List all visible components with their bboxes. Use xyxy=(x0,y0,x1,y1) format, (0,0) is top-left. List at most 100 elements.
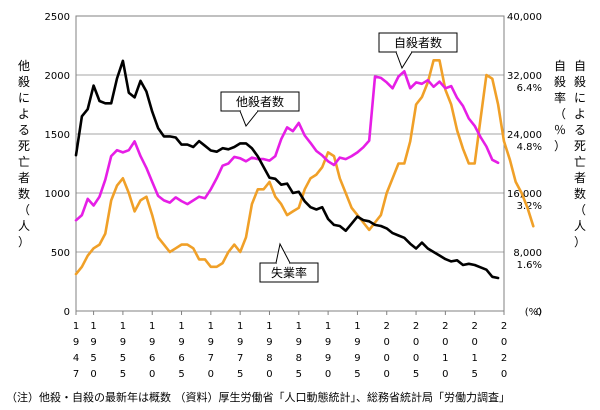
axis-label-char: 死 xyxy=(574,139,586,153)
x-tick-label: 5 xyxy=(237,369,243,380)
right-inner-tick-label: 3.2% xyxy=(517,201,542,212)
left-tick-label: 0 xyxy=(64,307,70,318)
axis-label-char: 率 xyxy=(554,90,566,105)
axis-label-char: 自 xyxy=(554,59,566,73)
axis-label-char: 者 xyxy=(18,171,30,185)
left-tick-label: 2000 xyxy=(45,71,70,82)
series-line-suicide xyxy=(74,70,500,222)
x-tick-label: 0 xyxy=(208,369,214,380)
series-line-homicide xyxy=(74,59,500,280)
x-tick-label: 5 xyxy=(178,369,184,380)
plot-frame xyxy=(75,15,505,312)
right-inner-axis-label: 自殺率 （ ％ ） xyxy=(554,59,566,153)
right-outer-tick-label: 24,000 xyxy=(507,130,542,141)
axis-label-char: 人 xyxy=(574,219,586,233)
axis-label-char: 殺 xyxy=(18,75,30,89)
x-tick-label: 9 xyxy=(120,337,126,348)
x-tick-label: 7 xyxy=(208,353,214,364)
series-lines xyxy=(74,58,535,280)
x-tick-label: 5 xyxy=(90,353,96,364)
x-tick-label: 4 xyxy=(73,353,79,364)
callout-unemployment-label: 失業率 xyxy=(271,265,307,280)
axis-label-char: ） xyxy=(554,139,566,153)
x-tick-label: 1 xyxy=(178,321,184,332)
axis-label-char: 数 xyxy=(18,186,30,201)
right-outer-axis-ticks: 0 8,000 16,000 24,000 32,000 40,000 xyxy=(507,12,542,318)
x-tick-label: 0 xyxy=(384,337,390,348)
axis-label-char: 殺 xyxy=(574,75,586,89)
axis-label-char: 亡 xyxy=(574,155,586,169)
axis-label-char: に xyxy=(18,91,30,105)
axis-label-char: （ xyxy=(574,203,586,217)
axis-label-char: （ xyxy=(554,107,566,121)
series-line-unemployment xyxy=(74,58,535,276)
left-tick-label: 1500 xyxy=(45,130,70,141)
right-inner-tick-label: (%) xyxy=(525,307,542,318)
right-inner-tick-label: 4.8% xyxy=(517,142,542,153)
x-tick-label: 1 xyxy=(471,353,477,364)
x-tick-label: 0 xyxy=(325,369,331,380)
x-tick-label: 0 xyxy=(149,369,155,380)
x-tick-label: 2 xyxy=(442,321,448,332)
x-tick-label: 9 xyxy=(325,353,331,364)
callout-homicide: 他殺者数 xyxy=(220,91,300,127)
x-tick-label: 9 xyxy=(296,337,302,348)
x-tick-label: 5 xyxy=(120,369,126,380)
axis-label-char: る xyxy=(574,123,586,137)
callout-suicide-label: 自殺者数 xyxy=(394,35,442,50)
x-tick-label: 2 xyxy=(501,353,507,364)
x-tick-label: 0 xyxy=(501,337,507,348)
right-inner-axis-ticks: (%) 1.6% 3.2% 4.8% 6.4% xyxy=(517,83,542,318)
axis-label-char: 死 xyxy=(18,139,30,153)
x-tick-label: 5 xyxy=(296,369,302,380)
axis-label-char: に xyxy=(574,91,586,105)
x-tick-label: 0 xyxy=(384,353,390,364)
footnote: （注）他殺・自殺の最新年は概数 （資料）厚生労働省「人口動態統計」、総務省統計局… xyxy=(6,391,510,404)
axis-label-char: 数 xyxy=(574,186,586,201)
axis-label-char: ％ xyxy=(554,123,566,137)
left-tick-label: 2500 xyxy=(45,12,70,23)
x-tick-label: 9 xyxy=(208,337,214,348)
x-tick-label: 0 xyxy=(442,369,448,380)
x-tick-label: 1 xyxy=(90,321,96,332)
axis-label-char: 他 xyxy=(18,59,30,73)
x-tick-label: 9 xyxy=(237,337,243,348)
x-tick-label: 9 xyxy=(325,337,331,348)
x-tick-label: 0 xyxy=(384,369,390,380)
x-tick-label: 2 xyxy=(413,321,419,332)
callout-unemployment: 失業率 xyxy=(259,242,319,283)
axis-label-char: ） xyxy=(18,235,30,249)
axis-label-char: 自 xyxy=(574,59,586,73)
x-tick-label: 0 xyxy=(501,369,507,380)
x-tick-label: 9 xyxy=(73,337,79,348)
x-tick-label: 2 xyxy=(471,321,477,332)
left-axis-ticks: 0 500 1000 1500 2000 2500 xyxy=(45,12,70,318)
callout-suicide: 自殺者数 xyxy=(378,32,458,70)
axis-label-char: 者 xyxy=(574,171,586,185)
x-tick-label: 0 xyxy=(413,353,419,364)
x-tick-label: 9 xyxy=(90,337,96,348)
right-inner-tick-label: 1.6% xyxy=(517,260,542,271)
left-tick-label: 500 xyxy=(51,248,70,259)
callout-homicide-label: 他殺者数 xyxy=(236,94,284,109)
x-tick-label: 8 xyxy=(296,353,302,364)
x-tick-label: 1 xyxy=(73,321,79,332)
axis-label-char: （ xyxy=(18,203,30,217)
x-tick-label: 5 xyxy=(471,369,477,380)
x-tick-label: 7 xyxy=(73,369,79,380)
x-tick-label: 9 xyxy=(354,337,360,348)
right-outer-tick-label: 32,000 xyxy=(507,71,542,82)
x-tick-label: 0 xyxy=(413,337,419,348)
x-tick-label: 7 xyxy=(237,353,243,364)
x-tick-label: 2 xyxy=(501,321,507,332)
x-tick-label: 5 xyxy=(120,353,126,364)
x-tick-label: 6 xyxy=(178,353,184,364)
x-tick-label: 8 xyxy=(266,353,272,364)
x-axis-ticks: 1947195019551960196519701975198019851990… xyxy=(73,311,507,380)
x-tick-label: 1 xyxy=(266,321,272,332)
x-tick-label: 1 xyxy=(149,321,155,332)
left-tick-label: 1000 xyxy=(45,189,70,200)
axis-label-char: よ xyxy=(18,107,30,121)
